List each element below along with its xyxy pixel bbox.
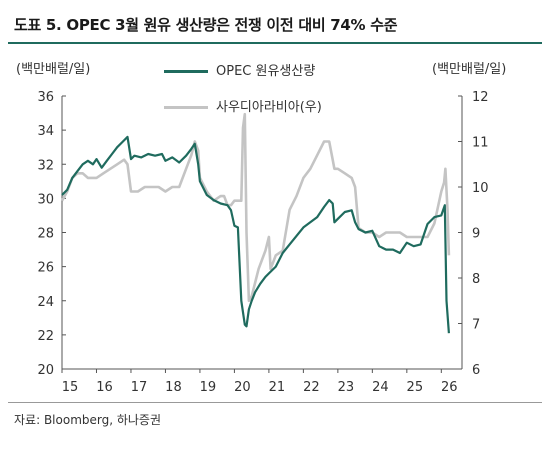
- right-tick-label: 9: [472, 227, 480, 242]
- legend-opec: OPEC 원유생산량: [164, 60, 315, 79]
- left-tick-label: 34: [37, 124, 54, 139]
- right-tick-label: 8: [472, 272, 480, 287]
- x-tick-label: 15: [62, 380, 79, 395]
- title-bar: 도표 5. OPEC 3월 원유 생산량은 전쟁 이전 대비 74% 수준: [0, 0, 550, 44]
- x-tick-label: 16: [96, 380, 113, 395]
- left-tick-label: 36: [37, 90, 54, 105]
- left-tick-label: 20: [37, 363, 54, 378]
- x-tick-label: 25: [407, 380, 424, 395]
- x-tick-label: 22: [303, 380, 320, 395]
- right-tick-label: 11: [472, 136, 489, 151]
- left-tick-label: 30: [37, 192, 54, 207]
- source-note: 자료: Bloomberg, 하나증권: [14, 413, 162, 427]
- left-tick-label: 32: [37, 158, 54, 173]
- right-axis-unit: (백만배럴/일): [432, 62, 507, 77]
- x-tick-label: 24: [372, 380, 389, 395]
- left-tick-label: 22: [37, 329, 54, 344]
- x-tick-label: 20: [234, 380, 251, 395]
- title-divider: [8, 42, 542, 44]
- right-tick-label: 12: [472, 90, 489, 105]
- legend-swatch-saudi: [164, 106, 208, 109]
- right-tick-label: 6: [472, 363, 480, 378]
- legend-saudi: 사우디아라비아(우): [164, 96, 322, 115]
- x-tick-label: 21: [269, 380, 286, 395]
- right-tick-label: 7: [472, 318, 480, 333]
- left-tick-label: 26: [37, 261, 54, 276]
- legend-swatch-opec: [164, 70, 208, 73]
- series-line-opec: [61, 135, 450, 334]
- x-tick-label: 23: [338, 380, 355, 395]
- x-tick-label: 17: [131, 380, 148, 395]
- x-tick-label: 19: [200, 380, 217, 395]
- chart-title: 도표 5. OPEC 3월 원유 생산량은 전쟁 이전 대비 74% 수준: [14, 16, 398, 34]
- line-chart: 20 22 24 26 28 30 32 34 36 6 7 8 9 10 11 12 15 16 17 18 19 20…: [37, 90, 489, 395]
- legend-label-opec: OPEC 원유생산량: [216, 64, 316, 79]
- source-divider: [8, 402, 542, 403]
- right-tick-label: 10: [472, 181, 489, 196]
- left-tick-label: 28: [37, 227, 54, 242]
- x-tick-label: 26: [441, 380, 458, 395]
- left-axis-unit: (백만배럴/일): [16, 62, 91, 77]
- x-tick-label: 18: [165, 380, 182, 395]
- legend-label-saudi: 사우디아라비아(우): [216, 100, 322, 115]
- left-tick-label: 24: [37, 295, 54, 310]
- series-line-saudi: [60, 112, 451, 303]
